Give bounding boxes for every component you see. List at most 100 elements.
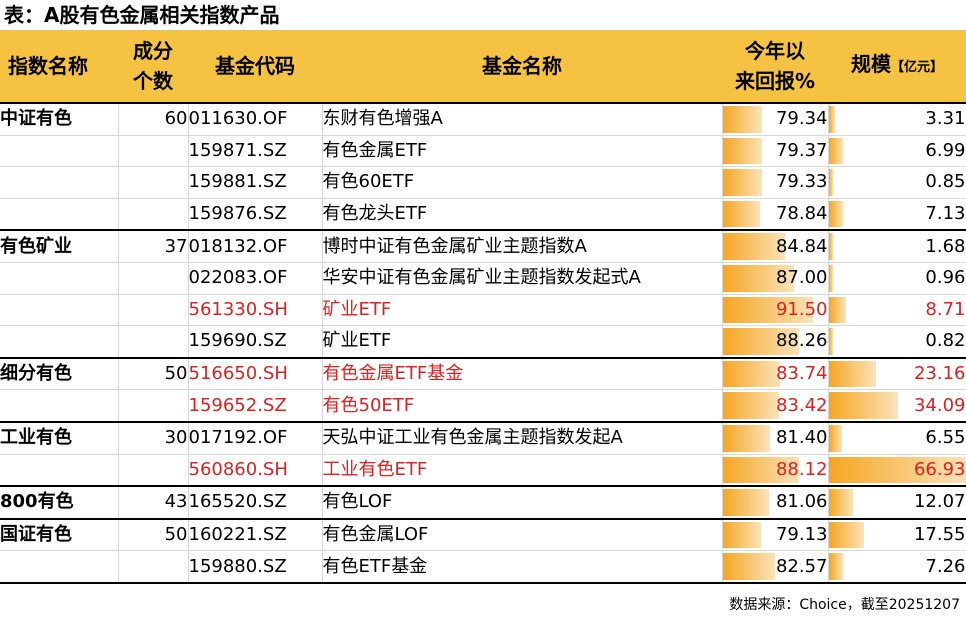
table-row: 国证有色 50 160221.SZ 有色金属LOF 79.13 17.55 — [0, 518, 966, 552]
ytd-return-cell: 79.34 — [722, 103, 829, 136]
ytd-return-cell: 79.33 — [722, 166, 829, 199]
index-name-cell — [0, 325, 119, 359]
ytd-return-cell: 81.40 — [722, 421, 829, 455]
fund-name-cell: 有色金属ETF — [322, 135, 723, 168]
scale-bar — [828, 553, 844, 580]
fund-name-cell: 有色LOF — [322, 486, 723, 520]
scale-value: 7.13 — [925, 203, 966, 225]
fund-name-cell: 天弘中证工业有色金属主题指数发起A — [322, 421, 723, 455]
return-bar — [722, 264, 794, 292]
index-name-cell: 有色矿业 — [0, 230, 119, 263]
return-value: 91.50 — [775, 298, 828, 320]
scale-cell: 8.71 — [828, 294, 966, 327]
fund-name-cell: 有色龙头ETF — [322, 198, 723, 232]
fund-name-cell: 有色ETF基金 — [322, 550, 723, 584]
table-row: 800有色 43 165520.SZ 有色LOF 81.06 12.07 — [0, 486, 966, 520]
fund-code-cell: 561330.SH — [188, 294, 323, 327]
scale-cell: 7.13 — [828, 198, 966, 232]
return-value: 83.74 — [775, 363, 828, 385]
fund-code-cell: 159690.SZ — [188, 325, 323, 359]
scale-value: 12.07 — [913, 491, 966, 513]
scale-cell: 6.55 — [828, 421, 966, 455]
scale-bar — [828, 392, 899, 419]
ytd-return-cell: 83.42 — [722, 389, 829, 423]
scale-cell: 66.93 — [828, 454, 966, 488]
return-value: 87.00 — [775, 267, 828, 289]
constituents-cell: 60 — [118, 103, 189, 136]
return-bar — [722, 328, 800, 355]
table-row: 561330.SH 矿业ETF 91.50 8.71 — [0, 294, 966, 327]
scale-cell: 1.68 — [828, 230, 966, 263]
ytd-return-cell: 91.50 — [722, 294, 829, 327]
index-name-cell — [0, 198, 119, 232]
scale-cell: 23.16 — [828, 357, 966, 391]
return-bar — [722, 456, 799, 484]
table-row: 工业有色 30 017192.OF 天弘中证工业有色金属主题指数发起A 81.40 6.5… — [0, 421, 966, 455]
return-bar — [722, 296, 813, 324]
return-bar — [722, 169, 762, 196]
fund-code-cell: 560860.SH — [188, 454, 323, 488]
index-name-cell — [0, 550, 119, 584]
ytd-return-cell: 81.06 — [722, 486, 829, 520]
return-value: 81.40 — [775, 427, 828, 449]
scale-bar — [828, 328, 833, 355]
fund-table: 指数名称 成分 个数 基金代码 基金名称 今年以 来回报% 规模【亿元】 中证有… — [0, 30, 966, 584]
return-value: 88.12 — [775, 458, 828, 480]
return-value: 84.84 — [775, 235, 828, 257]
ytd-return-cell: 78.84 — [722, 198, 829, 232]
return-bar — [722, 106, 762, 133]
scale-value: 0.82 — [925, 330, 966, 352]
scale-cell: 12.07 — [828, 486, 966, 520]
return-bar — [722, 137, 762, 165]
fund-code-cell: 022083.OF — [188, 262, 323, 295]
scale-bar — [828, 424, 842, 452]
scale-bar — [828, 169, 833, 196]
fund-code-cell: 018132.OF — [188, 230, 323, 263]
scale-value: 8.71 — [925, 298, 966, 320]
scale-bar — [828, 489, 854, 516]
scale-value: 34.09 — [913, 394, 966, 416]
header-constituents-line2: 个数 — [133, 69, 173, 93]
return-bar — [722, 233, 785, 260]
return-bar — [722, 553, 776, 580]
constituents-cell — [118, 550, 189, 584]
table-row: 159876.SZ 有色龙头ETF 78.84 7.13 — [0, 198, 966, 232]
scale-bar — [828, 296, 847, 324]
fund-code-cell: 159880.SZ — [188, 550, 323, 584]
index-name-cell — [0, 262, 119, 295]
constituents-cell: 37 — [118, 230, 189, 263]
fund-code-cell: 011630.OF — [188, 103, 323, 136]
index-name-cell: 800有色 — [0, 486, 119, 520]
scale-cell: 0.82 — [828, 325, 966, 359]
ytd-return-cell: 87.00 — [722, 262, 829, 295]
index-name-cell — [0, 135, 119, 168]
table-row: 560860.SH 工业有色ETF 88.12 66.93 — [0, 454, 966, 488]
scale-value: 0.85 — [925, 171, 966, 193]
header-ytd-return: 今年以 来回报% — [722, 30, 828, 104]
constituents-cell: 43 — [118, 486, 189, 520]
constituents-cell: 50 — [118, 518, 189, 552]
return-value: 83.42 — [775, 394, 828, 416]
ytd-return-cell: 88.12 — [722, 454, 829, 488]
header-row: 指数名称 成分 个数 基金代码 基金名称 今年以 来回报% 规模【亿元】 — [0, 30, 966, 104]
index-name-cell: 国证有色 — [0, 518, 119, 552]
header-scale: 规模【亿元】 — [828, 30, 966, 104]
return-bar — [722, 392, 779, 419]
table-row: 细分有色 50 516650.SH 有色金属ETF基金 83.74 23.16 — [0, 357, 966, 391]
return-bar — [722, 489, 769, 516]
scale-value: 7.26 — [925, 555, 966, 577]
fund-name-cell: 有色60ETF — [322, 166, 723, 199]
return-value: 88.26 — [775, 330, 828, 352]
scale-value: 66.93 — [913, 458, 966, 480]
constituents-cell — [118, 262, 189, 295]
data-source-note: 数据来源：Choice，截至20251207 — [729, 597, 960, 613]
return-bar — [722, 360, 781, 388]
table-row: 159871.SZ 有色金属ETF 79.37 6.99 — [0, 135, 966, 168]
scale-value: 1.68 — [925, 235, 966, 257]
fund-code-cell: 516650.SH — [188, 357, 323, 391]
table-title: 表：A股有色金属相关指数产品 — [4, 3, 280, 27]
ytd-return-cell: 82.57 — [722, 550, 829, 584]
fund-name-cell: 东财有色增强A — [322, 103, 723, 136]
header-ytd-line2: 来回报% — [734, 69, 816, 93]
return-bar — [722, 200, 760, 228]
